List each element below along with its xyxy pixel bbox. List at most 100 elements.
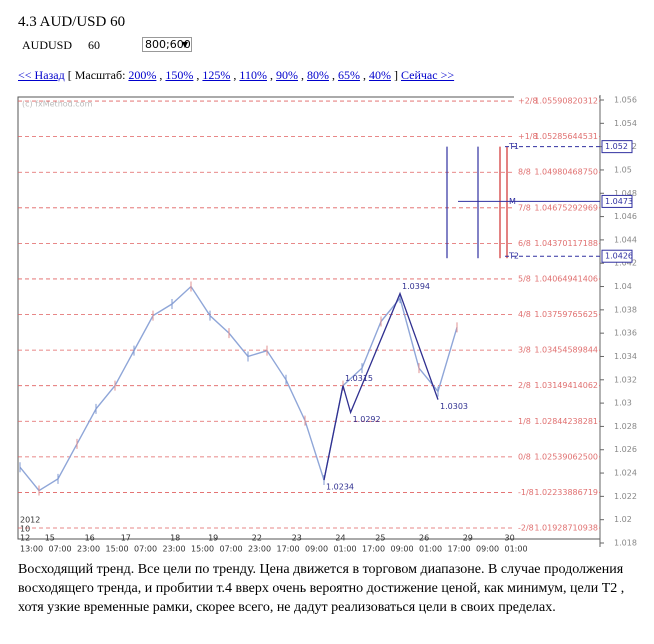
zigzag-label: 1.0234: [326, 483, 354, 492]
description: Восходящий тренд. Все цели по тренду. Це…: [18, 562, 625, 615]
time-label: 17:00: [448, 545, 471, 554]
scale-link[interactable]: 65%: [337, 68, 360, 82]
level-label: 1.02539062500: [534, 452, 598, 461]
scale-link[interactable]: 110%: [239, 68, 267, 82]
time-label: 01:00: [505, 545, 528, 554]
y-tick-label: 1.026: [614, 445, 637, 454]
level-name: 6/8: [518, 239, 531, 248]
day-label: 18: [170, 534, 180, 543]
time-label: 07:00: [134, 545, 157, 554]
chart: (c) fxMethod.com 1.018 1.02 1.022 1.024 1.026…: [17, 95, 637, 554]
y-tick-label: 1.034: [614, 352, 637, 361]
level-label: 1.05285644531: [534, 132, 598, 141]
y-tick-label: 1.05: [614, 165, 632, 174]
target-box: [601, 194, 633, 208]
level-label-bg: [514, 131, 599, 142]
day-label: 23: [292, 534, 302, 543]
zigzag-label: 1.0394: [402, 282, 430, 291]
y-tick-label: 1.03: [614, 399, 632, 408]
symbol: AUDUSD: [22, 38, 73, 52]
level-label-bg: [514, 380, 599, 391]
day-label: 24: [335, 534, 345, 543]
time-label: 15:00: [106, 545, 129, 554]
plot-frame: [17, 96, 601, 540]
day-label: 30: [505, 534, 515, 543]
scale-link[interactable]: 200%: [128, 68, 157, 82]
y-tick-label: 1.022: [614, 492, 637, 501]
y-tick-label: 1.032: [614, 375, 637, 384]
target-box: [601, 140, 633, 154]
scale-open: [ Масштаб:: [67, 68, 126, 82]
day-label: 17: [121, 534, 131, 543]
level-name: 5/8: [518, 274, 531, 283]
zigzag-label: 1.0315: [345, 374, 373, 383]
level-label-bg: [514, 309, 599, 320]
y-tick-label: 1.054: [614, 119, 637, 128]
level-label: 1.03454589844: [534, 346, 598, 355]
level-label-bg: [514, 202, 599, 213]
level-label-bg: [514, 273, 599, 284]
day-label: 22: [252, 534, 262, 543]
level-label: 1.02233886719: [534, 488, 598, 497]
forward-link[interactable]: Сейчас >>: [400, 68, 455, 82]
level-label: 1.04980468750: [534, 168, 598, 177]
y-tick-label: 1.02: [614, 515, 632, 524]
time-label: 07:00: [220, 545, 243, 554]
level-label: 1.03149414062: [534, 381, 598, 390]
level-name: +2/8: [518, 97, 538, 106]
level-name: 0/8: [518, 452, 531, 461]
level-name: 4/8: [518, 310, 531, 319]
scale-link[interactable]: 90%: [275, 68, 298, 82]
y-tick-label: 1.038: [614, 305, 637, 314]
level-name: 2/8: [518, 381, 531, 390]
time-label: 23:00: [248, 545, 271, 554]
level-name: +1/8: [518, 132, 538, 141]
day-label: 12: [20, 534, 30, 543]
back-link[interactable]: << Назад: [18, 68, 65, 82]
select-arrow: ▼: [181, 40, 188, 49]
scale-link[interactable]: 80%: [306, 68, 329, 82]
day-label: 16: [85, 534, 95, 543]
y-tick-label: 1.042: [614, 259, 637, 268]
level-label-bg: [514, 451, 599, 462]
time-label: 01:00: [419, 545, 442, 554]
separator: ,: [331, 68, 335, 82]
level-name: 3/8: [518, 346, 531, 355]
size-select[interactable]: 800;600 ▼: [142, 37, 192, 52]
scale-link[interactable]: 40%: [368, 68, 391, 82]
year-label: 2012: [20, 516, 40, 525]
level-name: 1/8: [518, 417, 531, 426]
target-name: T1: [508, 142, 519, 151]
level-name: -1/8: [518, 488, 534, 497]
level-label: 1.05590820312: [534, 97, 598, 106]
time-label: 01:00: [334, 545, 357, 554]
y-tick-label: 1.048: [614, 189, 637, 198]
scale-link[interactable]: 125%: [202, 68, 231, 82]
zigzag-label: 1.0292: [353, 415, 381, 424]
level-label-bg: [514, 487, 599, 498]
level-name: 8/8: [518, 168, 531, 177]
zigzag-label: 1.0303: [440, 402, 468, 411]
target-value: 1.0473: [605, 197, 633, 206]
separator: ,: [196, 68, 200, 82]
scale-link[interactable]: 150%: [165, 68, 194, 82]
level-label: 1.03759765625: [534, 310, 598, 319]
separator: ,: [300, 68, 304, 82]
day-label: 29: [463, 534, 473, 543]
separator: ,: [233, 68, 237, 82]
level-label: 1.04675292969: [534, 203, 598, 212]
period: 60: [88, 38, 100, 52]
title: 4.3 AUD/USD 60: [18, 14, 126, 30]
y-tick-label: 1.018: [614, 539, 637, 548]
y-tick-label: 1.028: [614, 422, 637, 431]
day-label: 19: [208, 534, 218, 543]
level-label-bg: [514, 167, 599, 178]
watermark: (c) fxMethod.com: [22, 100, 93, 109]
level-label-bg: [514, 416, 599, 427]
target-value: 1.0426: [605, 252, 633, 261]
time-label: 17:00: [362, 545, 385, 554]
scale-close: ]: [393, 68, 398, 82]
time-label: 23:00: [77, 545, 100, 554]
target-name: T2: [508, 252, 519, 261]
